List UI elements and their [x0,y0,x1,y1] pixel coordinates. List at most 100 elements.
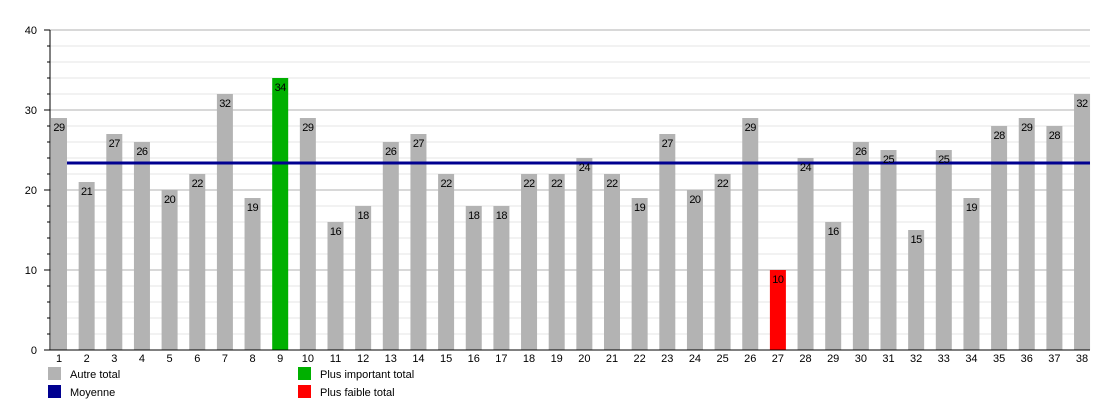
bar-38 [1074,94,1091,350]
data-label: 19 [634,202,646,214]
bar-21 [604,174,620,350]
x-tick-label: 30 [855,353,867,365]
legend-swatch [48,367,61,380]
data-label: 10 [772,274,784,286]
legend-label: Autre total [70,369,120,381]
data-label: 15 [911,234,923,246]
x-tick-label: 22 [634,353,646,365]
bar-4 [133,142,150,350]
x-tick-label: 16 [468,353,480,365]
y-tick-label: 0 [31,345,37,357]
y-tick-label: 40 [25,25,37,37]
bar-6 [189,174,206,350]
data-label: 18 [496,210,508,222]
data-label: 18 [358,210,370,222]
bar-31 [880,150,897,350]
x-tick-label: 26 [744,353,756,365]
x-tick-label: 12 [357,353,369,365]
x-tick-label: 10 [302,353,314,365]
bar-19 [548,174,565,350]
x-tick-label: 19 [551,353,563,365]
x-tick-label: 28 [799,353,811,365]
data-label: 22 [551,178,563,190]
x-tick-label: 18 [523,353,535,365]
data-label: 19 [966,202,978,214]
data-label: 28 [1049,130,1061,142]
data-label: 32 [219,98,231,110]
x-tick-label: 25 [716,353,728,365]
x-tick-label: 32 [910,353,922,365]
bar-12 [355,206,372,350]
bar-9 [272,78,289,350]
bar-32 [908,230,925,350]
legend-label: Plus faible total [320,387,395,399]
bar-25 [714,174,731,350]
data-label: 19 [247,202,259,214]
data-label: 29 [302,122,314,134]
x-tick-label: 38 [1076,353,1088,365]
x-tick-label: 17 [495,353,507,365]
data-label: 22 [717,178,729,190]
x-tick-label: 31 [882,353,894,365]
bar-28 [797,158,814,350]
legend-label: Plus important total [320,369,414,381]
legend-swatch [48,385,61,398]
legend-label: Moyenne [70,387,115,399]
bar-8 [244,198,261,350]
x-tick-label: 36 [1021,353,1033,365]
x-tick-label: 11 [330,353,341,365]
x-tick-label: 29 [827,353,839,365]
data-label: 21 [81,186,93,198]
bar-16 [465,206,482,350]
legend-swatch [298,367,311,380]
data-label: 24 [579,162,591,174]
data-label: 27 [662,138,674,150]
x-tick-label: 37 [1048,353,1060,365]
data-label: 26 [136,146,148,158]
bar-24 [686,190,703,350]
gridlines [50,29,1090,335]
y-tick-label: 10 [25,265,37,277]
bar-18 [521,174,538,350]
bar-15 [438,174,455,350]
data-label: 29 [745,122,757,134]
x-tick-label: 4 [139,353,145,365]
x-tick-label: 14 [412,353,424,365]
bar-34 [963,198,980,350]
data-label: 26 [855,146,867,158]
bar-35 [991,126,1008,350]
bar-11 [327,222,344,350]
bars [51,78,1091,350]
x-tick-label: 8 [249,353,255,365]
data-label: 27 [109,138,121,150]
bar-13 [382,142,399,350]
data-label: 22 [523,178,535,190]
x-tick-label: 9 [277,353,283,365]
x-tick-label: 27 [772,353,784,365]
legend-swatch [298,385,311,398]
bar-29 [825,222,842,350]
x-tick-label: 34 [965,353,977,365]
bar-33 [935,150,952,350]
data-label: 28 [993,130,1005,142]
bar-26 [742,118,759,350]
data-label: 16 [330,226,342,238]
bar-10 [299,118,316,350]
bar-2 [78,182,95,350]
x-tick-label: 7 [222,353,228,365]
x-tick-label: 13 [385,353,397,365]
bar-22 [631,198,648,350]
y-tick-label: 20 [25,185,37,197]
x-tick-label: 5 [167,353,173,365]
x-tick-label: 35 [993,353,1005,365]
y-tick-label: 30 [25,105,37,117]
data-labels: 29 21 27 26 20 22 32 19 34 29 16 18 26 27 22 18 18 22 22 24… [53,82,1088,286]
bar-14 [410,134,427,350]
data-label: 29 [1021,122,1033,134]
bar-27 [769,270,786,350]
data-label: 29 [53,122,65,134]
x-tick-label: 23 [661,353,673,365]
x-tick-label: 3 [111,353,117,365]
